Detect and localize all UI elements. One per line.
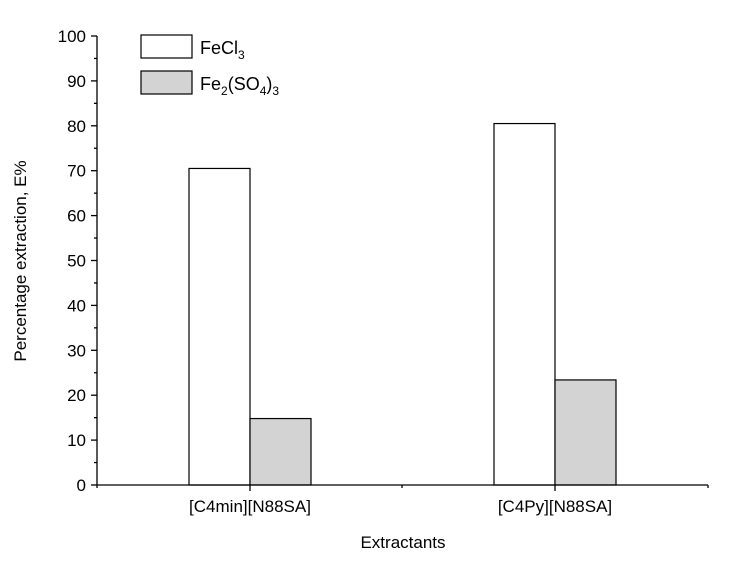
y-tick-label: 80 [67, 117, 86, 136]
bar-fecl3-1 [188, 167, 251, 486]
x-tick-label: [C4min][N88SA] [189, 497, 311, 516]
y-axis: 0 10 20 30 40 50 60 70 80 90 100 [58, 27, 98, 495]
y-tick-label: 30 [67, 341, 86, 360]
y-tick-label: 0 [77, 476, 86, 495]
y-tick-label: 50 [67, 252, 86, 271]
y-tick-label: 70 [67, 162, 86, 181]
y-tick-label: 90 [67, 72, 86, 91]
bar-fecl3-2 [493, 122, 556, 486]
legend: FeCl3 Fe2(SO4)3 [140, 34, 279, 98]
x-axis-title: Extractants [360, 533, 445, 552]
legend-swatch-2 [140, 70, 193, 95]
y-tick-label: 60 [67, 207, 86, 226]
plot-area [188, 122, 617, 486]
legend-label-2: Fe2(SO4)3 [200, 74, 279, 98]
y-tick-label: 100 [58, 27, 86, 46]
bar-fe2so43-2 [554, 379, 617, 486]
y-tick-label: 20 [67, 386, 86, 405]
y-tick-label: 10 [67, 431, 86, 450]
legend-swatch-1 [140, 34, 193, 59]
y-axis-title: Percentage extraction, E% [11, 160, 30, 361]
bar-fe2so43-1 [249, 417, 312, 486]
y-tick-label: 40 [67, 296, 86, 315]
x-tick-label: [C4Py][N88SA] [498, 497, 612, 516]
legend-label-1: FeCl3 [200, 38, 245, 62]
x-axis: [C4min][N88SA] [C4Py][N88SA] [96, 484, 709, 516]
